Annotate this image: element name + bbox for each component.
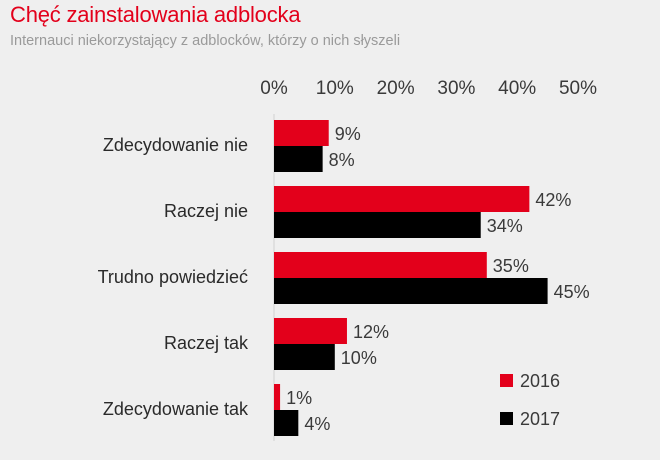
legend-swatch-2017	[500, 412, 513, 425]
bar-2017	[274, 146, 323, 172]
x-tick-label: 50%	[559, 78, 597, 99]
data-label: 42%	[535, 190, 571, 210]
category-label: Raczej nie	[164, 201, 248, 221]
chart-title: Chęć zainstalowania adblocka	[10, 2, 301, 27]
chart-subtitle: Internauci niekorzystający z adblocków, …	[10, 33, 401, 49]
bar-2017	[274, 344, 335, 370]
legend-label: 2016	[520, 371, 560, 391]
data-label: 8%	[329, 150, 355, 170]
bar-2016	[274, 384, 281, 410]
data-label: 4%	[304, 414, 330, 434]
data-label: 45%	[554, 282, 590, 302]
bar-2017	[274, 278, 548, 304]
category-label: Zdecydowanie tak	[103, 399, 249, 419]
x-tick-label: 0%	[260, 78, 288, 99]
bar-2016	[274, 120, 329, 146]
data-label: 35%	[493, 256, 529, 276]
bar-2016	[274, 318, 347, 344]
data-label: 9%	[335, 124, 361, 144]
x-tick-label: 10%	[316, 78, 354, 99]
x-tick-label: 40%	[498, 78, 536, 99]
data-label: 12%	[353, 322, 389, 342]
bar-2016	[274, 252, 487, 278]
data-label: 34%	[487, 216, 523, 236]
bar-2017	[274, 212, 481, 238]
legend-label: 2017	[520, 409, 560, 429]
x-tick-label: 30%	[437, 78, 475, 99]
category-label: Trudno powiedzieć	[98, 267, 248, 287]
x-tick-label: 20%	[377, 78, 415, 99]
bar-2017	[274, 410, 299, 436]
category-label: Raczej tak	[164, 333, 249, 353]
category-label: Zdecydowanie nie	[103, 135, 248, 155]
data-label: 1%	[286, 388, 312, 408]
bar-2016	[274, 186, 530, 212]
data-label: 10%	[341, 348, 377, 368]
legend-swatch-2016	[500, 374, 513, 387]
